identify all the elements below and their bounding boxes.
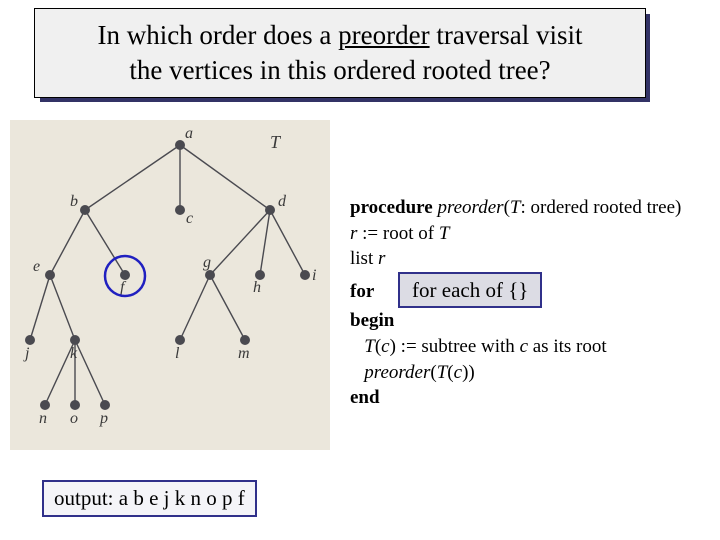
pc-l6-d: ) := subtree with bbox=[390, 336, 520, 357]
svg-text:n: n bbox=[39, 410, 47, 427]
title-underlined: preorder bbox=[338, 20, 429, 50]
pc-l6-c: c bbox=[381, 336, 389, 357]
title-text: In which order does a preorder traversal… bbox=[85, 18, 594, 88]
pc-l4-a: for bbox=[350, 281, 374, 302]
svg-text:b: b bbox=[70, 193, 78, 210]
output-text: output: a b e j k n o p f bbox=[54, 486, 245, 510]
pc-l7-f: )) bbox=[462, 362, 475, 383]
title-line1-b: traversal visit bbox=[430, 20, 583, 50]
pc-l6-a: T bbox=[350, 336, 375, 357]
pc-l7-a: preorder bbox=[350, 362, 430, 383]
tree-diagram: a b c d e f g h i j k l m n o p T bbox=[10, 120, 330, 450]
svg-text:o: o bbox=[70, 410, 78, 427]
pc-l5: begin bbox=[350, 310, 394, 331]
pc-l6-f: as its root bbox=[528, 336, 607, 357]
tree-label-T: T bbox=[270, 132, 282, 152]
pc-l2-b: := root of bbox=[357, 223, 438, 244]
overlay-box: for each of {} bbox=[398, 272, 542, 308]
pc-l3-a: list bbox=[350, 248, 378, 269]
pc-line3: list r bbox=[350, 246, 681, 272]
tree-svg: a b c d e f g h i j k l m n o p T bbox=[10, 120, 330, 450]
title-line1-a: In which order does a bbox=[97, 20, 338, 50]
pc-l7-c: T bbox=[437, 362, 448, 383]
pc-l6-e: c bbox=[520, 336, 528, 357]
tree-labels: a b c d e f g h i j k l m n o p bbox=[23, 125, 316, 427]
pc-l1-b: : ordered rooted tree) bbox=[520, 197, 681, 218]
pc-line4: for for each of {} bbox=[350, 272, 681, 308]
tree-nodes bbox=[25, 140, 310, 410]
pc-l3-b: r bbox=[378, 248, 385, 269]
svg-text:p: p bbox=[99, 410, 108, 427]
pc-line2: r := root of T bbox=[350, 221, 681, 247]
svg-text:m: m bbox=[238, 345, 250, 362]
svg-text:k: k bbox=[70, 345, 78, 362]
svg-text:f: f bbox=[120, 279, 127, 296]
svg-text:e: e bbox=[33, 258, 40, 275]
pc-l1-bold: procedure bbox=[350, 197, 433, 218]
pc-line5: begin bbox=[350, 308, 681, 334]
pseudocode-block: procedure preorder(T: ordered rooted tre… bbox=[350, 195, 681, 411]
svg-text:h: h bbox=[253, 279, 261, 296]
svg-text:a: a bbox=[185, 125, 193, 142]
svg-text:l: l bbox=[175, 345, 180, 362]
svg-text:j: j bbox=[23, 345, 30, 362]
title-box: In which order does a preorder traversal… bbox=[34, 8, 646, 98]
pc-line6: T(c) := subtree with c as its root bbox=[350, 334, 681, 360]
svg-text:i: i bbox=[312, 267, 316, 284]
svg-text:c: c bbox=[186, 210, 193, 227]
pc-l1-T: T bbox=[510, 197, 521, 218]
pc-l7-e: c bbox=[454, 362, 462, 383]
svg-text:g: g bbox=[203, 254, 211, 271]
pc-l8: end bbox=[350, 387, 380, 408]
output-box: output: a b e j k n o p f bbox=[42, 480, 257, 517]
pc-line1: procedure preorder(T: ordered rooted tre… bbox=[350, 195, 681, 221]
pc-line7: preorder(T(c)) bbox=[350, 360, 681, 386]
pc-l1-it: preorder bbox=[433, 197, 504, 218]
svg-text:d: d bbox=[278, 193, 287, 210]
pc-l2-c: T bbox=[439, 223, 450, 244]
title-line2: the vertices in this ordered rooted tree… bbox=[129, 55, 550, 85]
pc-line8: end bbox=[350, 385, 681, 411]
